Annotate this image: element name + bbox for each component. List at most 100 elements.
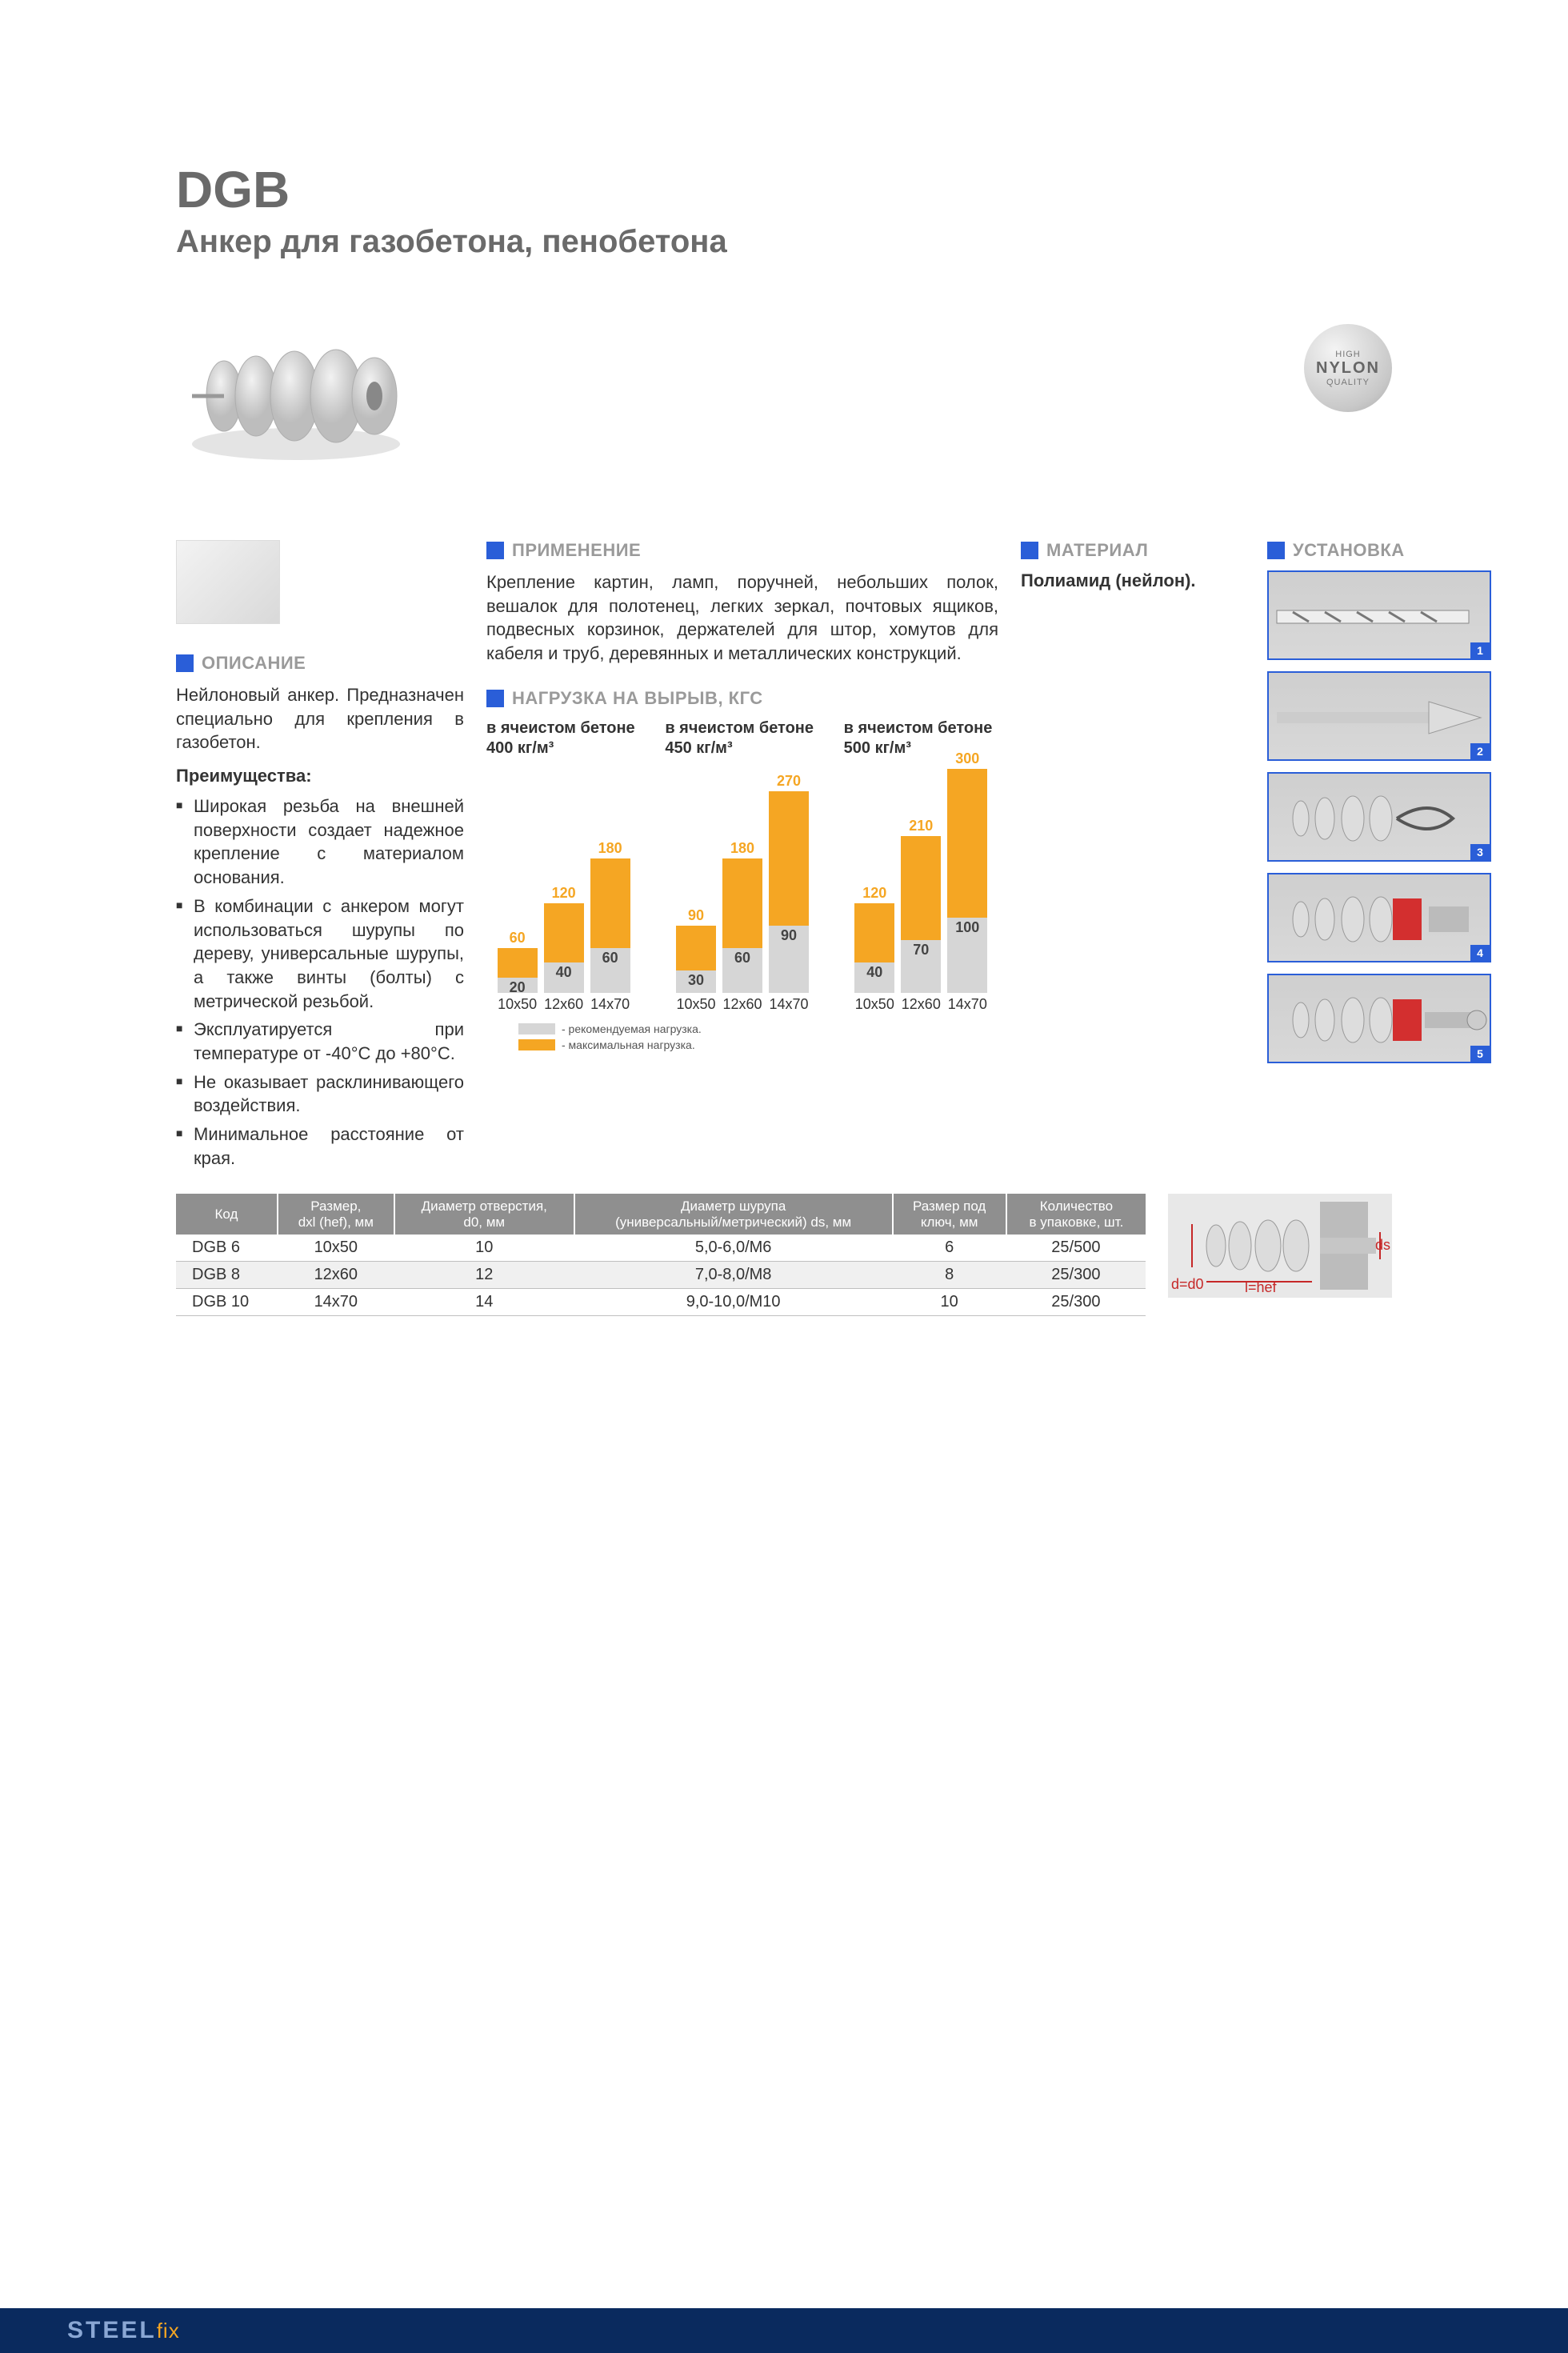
application-text: Крепление картин, ламп, поручней, неболь… (486, 570, 998, 666)
diagram-label-ds: ds (1375, 1237, 1390, 1254)
bar-rec-segment: 40 (544, 962, 584, 992)
legend-swatch-max (518, 1039, 555, 1050)
install-step-number: 1 (1470, 642, 1490, 658)
bar-rec-segment: 100 (947, 918, 987, 992)
bar-max-segment (544, 903, 584, 963)
table-header: Диаметр отверстия,d0, мм (394, 1194, 574, 1235)
description-heading: ОПИСАНИЕ (202, 653, 306, 674)
product-hero-illustration (176, 324, 432, 468)
chart-bars: 903010x501806012x602709014x70 (665, 765, 819, 1013)
middle-column: ПРИМЕНЕНИЕ Крепление картин, ламп, поруч… (486, 540, 998, 1174)
diagram-label-l: l=hef (1245, 1279, 1277, 1296)
bar-x-label: 10x50 (498, 996, 537, 1013)
bar-max-label: 180 (598, 840, 622, 857)
bar-rec-segment: 20 (498, 978, 538, 993)
section-marker-icon (176, 654, 194, 672)
install-step-number: 5 (1470, 1046, 1490, 1062)
chart-bars: 60 20 10x50 120 40 12x60 180 60 14x70 (486, 765, 641, 1013)
bar-x-label: 14x70 (769, 996, 808, 1013)
install-step-number: 4 (1470, 945, 1490, 961)
bar-pair: 1204010x50 (854, 885, 894, 1013)
bar-pair: 120 40 12x60 (544, 885, 584, 1013)
product-code: DGB (176, 160, 1392, 219)
page-footer: STEELfix (0, 2308, 1568, 2353)
bar-max-label: 180 (730, 840, 754, 857)
badge-mid: NYLON (1316, 359, 1380, 378)
bar-max-label: 210 (909, 818, 933, 834)
table-cell: 12x60 (278, 1262, 394, 1289)
material-text: Полиамид (нейлон). (1021, 570, 1245, 591)
table-cell: DGB 8 (176, 1262, 278, 1289)
bar-max-segment (854, 903, 894, 963)
table-cell: 12 (394, 1262, 574, 1289)
bar-pair: 300 100 14x70 (947, 750, 987, 1013)
specification-table: КодРазмер,dxl (hef), ммДиаметр отверстия… (176, 1194, 1146, 1316)
material-heading: МАТЕРИАЛ (1046, 540, 1148, 561)
install-heading: УСТАНОВКА (1293, 540, 1405, 561)
bar-x-label: 12x60 (902, 996, 941, 1013)
install-step: 5 (1267, 974, 1491, 1063)
legend-label-max: - максимальная нагрузка. (562, 1038, 695, 1051)
bar-max-segment (947, 769, 987, 918)
table-row: DGB 610x50105,0-6,0/M6625/500 (176, 1235, 1146, 1262)
advantages-list: Широкая резьба на внешней поверхности со… (176, 794, 464, 1170)
table-header: Количествов упаковке, шт. (1006, 1194, 1146, 1235)
bar-max-label: 120 (552, 885, 576, 902)
bar-rec-segment: 30 (676, 970, 716, 993)
bar-rec-segment: 90 (769, 926, 809, 993)
bar-max-segment (590, 858, 630, 948)
chart-bars: 1204010x502107012x6030010014x70 (844, 765, 998, 1013)
product-subtitle: Анкер для газобетона, пенобетона (176, 224, 1392, 260)
table-header: Код (176, 1194, 278, 1235)
legend-label-rec: - рекомендуемая нагрузка. (562, 1022, 702, 1035)
install-step-number: 3 (1470, 844, 1490, 860)
bar-pair: 180 60 12x60 (722, 840, 762, 1013)
table-header: Размер подключ, мм (893, 1194, 1006, 1235)
table-cell: 10 (893, 1289, 1006, 1316)
table-row: DGB 1014x70149,0-10,0/M101025/300 (176, 1289, 1146, 1316)
bar-max-label: 60 (510, 930, 526, 946)
bar-pair: 2709014x70 (769, 773, 809, 1013)
load-heading: НАГРУЗКА НА ВЫРЫВ, КГС (512, 688, 763, 709)
diagram-label-d: d=d0 (1171, 1276, 1204, 1293)
table-header: Диаметр шурупа(универсальный/метрический… (574, 1194, 893, 1235)
chart-group: в ячеистом бетоне 400 кг/м³602010x501204… (486, 718, 641, 1013)
title-block: DGB Анкер для газобетона, пенобетона (176, 160, 1392, 260)
table-row: DGB 812x60127,0-8,0/M8825/300 (176, 1262, 1146, 1289)
table-cell: 25/300 (1006, 1262, 1146, 1289)
table-header: Размер,dxl (hef), мм (278, 1194, 394, 1235)
bar-rec-segment: 40 (854, 962, 894, 992)
hero-row: HIGH NYLON QUALITY (176, 324, 1392, 468)
brand-logo: STEELfix (67, 2317, 180, 2344)
bar-rec-segment: 60 (590, 948, 630, 993)
table-cell: 14 (394, 1289, 574, 1316)
bar-pair: 60 20 10x50 (498, 930, 538, 1013)
dimension-diagram: d=d0 l=hef ds (1168, 1194, 1392, 1298)
badge-bot: QUALITY (1326, 378, 1370, 387)
advantage-item: Не оказывает расклинивающего воздействия… (176, 1070, 464, 1118)
table-cell: 8 (893, 1262, 1006, 1289)
bar-rec-segment: 70 (901, 940, 941, 992)
bar-x-label: 14x70 (948, 996, 987, 1013)
bar-max-segment (769, 791, 809, 926)
bar-pair: 180 60 14x70 (590, 840, 630, 1013)
table-cell: 25/300 (1006, 1289, 1146, 1316)
application-heading: ПРИМЕНЕНИЕ (512, 540, 641, 561)
bar-max-segment (722, 858, 762, 948)
bar-x-label: 12x60 (722, 996, 762, 1013)
install-step: 2 (1267, 671, 1491, 761)
bar-x-label: 14x70 (590, 996, 630, 1013)
advantage-item: В комбинации с анкером могут использоват… (176, 894, 464, 1013)
bar-max-segment (498, 948, 538, 978)
install-step: 4 (1267, 873, 1491, 962)
bar-max-label: 300 (955, 750, 979, 767)
table-cell: 6 (893, 1235, 1006, 1262)
install-step-number: 2 (1470, 743, 1490, 759)
bar-rec-segment: 60 (722, 948, 762, 993)
bar-x-label: 10x50 (676, 996, 715, 1013)
material-column: МАТЕРИАЛ Полиамид (нейлон). (1021, 540, 1245, 1174)
table-cell: 25/500 (1006, 1235, 1146, 1262)
bar-max-segment (901, 836, 941, 941)
bar-x-label: 12x60 (544, 996, 583, 1013)
load-chart-row: в ячеистом бетоне 400 кг/м³602010x501204… (486, 718, 998, 1013)
